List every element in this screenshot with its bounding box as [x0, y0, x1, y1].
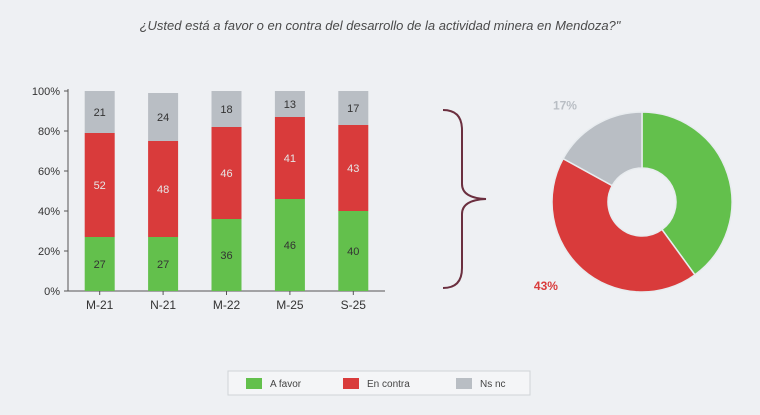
- x-tick-label: M-21: [86, 298, 114, 312]
- bar-value-label: 41: [284, 153, 296, 165]
- bar-value-label: 27: [157, 259, 169, 271]
- donut-slice: [562, 111, 643, 187]
- y-tick-label: 20%: [38, 246, 60, 258]
- bar-value-label: 18: [220, 104, 232, 116]
- donut-slice-label: 43%: [534, 279, 558, 293]
- bar-segment: [338, 91, 369, 125]
- bar-segment: [211, 219, 242, 291]
- x-tick-label: M-25: [276, 298, 304, 312]
- bar-segment: [148, 93, 179, 141]
- legend-box: [227, 370, 531, 396]
- bar-segment: [274, 117, 305, 199]
- x-tick-label: M-22: [213, 298, 241, 312]
- legend-swatch: [343, 378, 359, 389]
- bar-value-label: 46: [284, 240, 296, 252]
- y-tick-label: 0%: [44, 286, 60, 298]
- legend: A favor En contra Ns nc: [227, 370, 531, 396]
- bar-segment: [211, 91, 242, 127]
- bar-value-label: 24: [157, 112, 169, 124]
- donut-chart: 40%43%17%: [534, 99, 733, 293]
- bar-segment: [274, 199, 305, 291]
- y-tick-label: 40%: [38, 206, 60, 218]
- donut-slice-label: 17%: [553, 99, 577, 113]
- bar-segment: [84, 237, 115, 291]
- legend-label: Ns nc: [480, 379, 506, 390]
- bar-segment: [148, 237, 179, 291]
- bar-marks: 27 52 21 27 48 24 36 46 18 46 41 13 40 43 17: [84, 91, 369, 291]
- bracket-connector: [442, 109, 487, 289]
- x-tick-label: S-25: [341, 298, 367, 312]
- bar-value-label: 21: [94, 107, 106, 119]
- donut-slice: [641, 111, 733, 276]
- y-tick-label: 60%: [38, 166, 60, 178]
- bar-value-label: 46: [220, 168, 232, 180]
- bar-value-label: 27: [94, 259, 106, 271]
- bar-axes: 0% 20% 40% 60% 80% 100% M-21 N-21 M-22 M-25 S-25: [32, 86, 385, 312]
- bar-segment: [84, 133, 115, 237]
- bar-segment: [338, 211, 369, 291]
- bracket-shape: [442, 109, 487, 289]
- x-tick-label: N-21: [150, 298, 176, 312]
- bar-segment: [274, 91, 305, 117]
- bar-value-label: 40: [347, 246, 359, 258]
- bar-segment: [338, 125, 369, 211]
- bar-segment: [211, 127, 242, 219]
- legend-swatch: [456, 378, 472, 389]
- legend-label: En contra: [367, 379, 410, 390]
- bar-value-label: 13: [284, 99, 296, 111]
- bar-value-label: 43: [347, 163, 359, 175]
- bar-segment: [84, 91, 115, 133]
- y-tick-label: 80%: [38, 126, 60, 138]
- y-tick-label: 100%: [32, 86, 60, 98]
- chart-title: ¿Usted está a favor o en contra del desa…: [139, 18, 621, 33]
- bar-value-label: 17: [347, 103, 359, 115]
- bar-value-label: 36: [220, 250, 232, 262]
- donut-slice: [551, 157, 696, 293]
- legend-swatch: [246, 378, 262, 389]
- bar-segment: [148, 141, 179, 237]
- bar-value-label: 48: [157, 184, 169, 196]
- bar-value-label: 52: [94, 180, 106, 192]
- legend-label: A favor: [270, 379, 302, 390]
